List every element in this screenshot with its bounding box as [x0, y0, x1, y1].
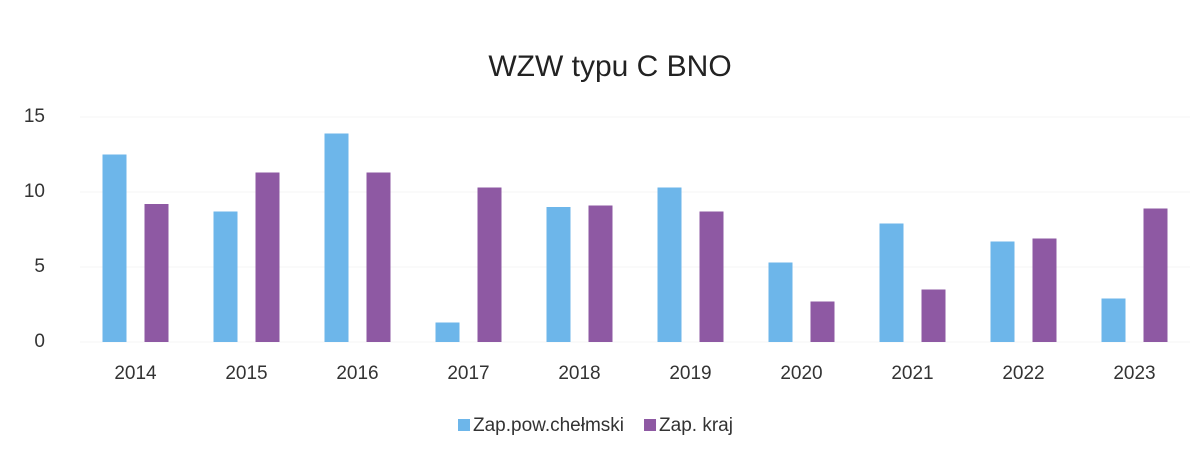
x-tick-label: 2020	[780, 363, 822, 384]
bar	[435, 322, 460, 342]
x-tick-label: 2021	[891, 363, 933, 384]
x-tick-label: 2014	[114, 363, 157, 384]
bar	[324, 133, 349, 342]
x-tick-label: 2016	[336, 363, 378, 384]
legend-swatch	[458, 419, 470, 431]
bar	[102, 154, 127, 342]
x-tick-label: 2017	[447, 363, 489, 384]
bar	[699, 211, 724, 342]
bar	[1101, 298, 1126, 342]
x-tick-label: 2022	[1002, 363, 1044, 384]
legend-label: Zap.pow.chełmski	[473, 415, 624, 436]
chart-title: WZW typu C BNO	[488, 50, 731, 83]
x-tick-label: 2018	[558, 363, 600, 384]
bar	[990, 241, 1015, 342]
bar	[213, 211, 238, 342]
bar	[366, 172, 391, 342]
bar	[810, 301, 835, 342]
bar	[921, 289, 946, 342]
y-tick-label: 10	[24, 181, 45, 202]
bar	[1032, 238, 1057, 342]
bar	[657, 187, 682, 342]
y-tick-label: 15	[24, 106, 45, 127]
y-tick-label: 0	[34, 331, 45, 352]
legend-swatch	[644, 419, 657, 431]
bar	[879, 223, 904, 342]
bar	[546, 207, 571, 342]
x-tick-label: 2019	[669, 363, 711, 384]
x-tick-label: 2023	[1113, 363, 1155, 384]
bar	[768, 262, 793, 342]
bar	[588, 205, 613, 342]
x-tick-label: 2015	[225, 363, 267, 384]
legend-label: Zap. kraj	[659, 415, 733, 436]
y-tick-label: 5	[34, 256, 45, 277]
bar	[1143, 208, 1168, 342]
bar	[477, 187, 502, 342]
bar	[255, 172, 280, 342]
bar	[144, 204, 169, 342]
